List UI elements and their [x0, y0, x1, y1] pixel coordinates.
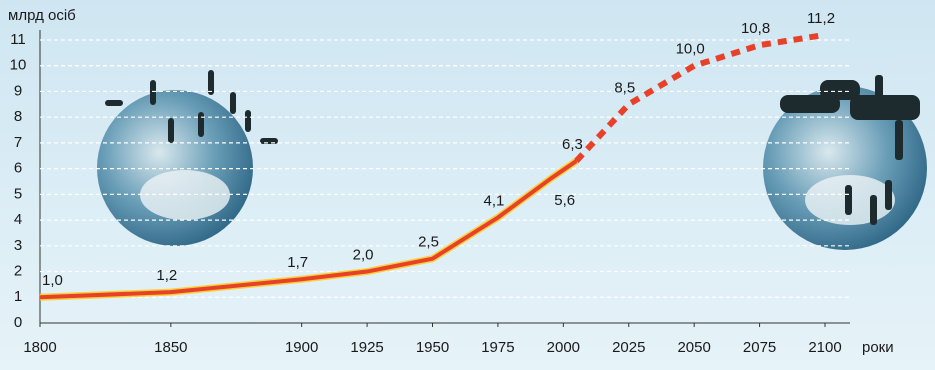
x-tick-label: 2100: [808, 339, 841, 356]
value-label: 2,5: [418, 234, 439, 251]
globe: [97, 90, 253, 246]
x-axis-label: роки: [862, 339, 894, 356]
x-tick-label: 2075: [743, 339, 776, 356]
y-tick-label: 4: [14, 211, 22, 228]
y-tick-label: 11: [10, 31, 26, 48]
y-tick-label: 0: [14, 314, 22, 331]
value-label: 6,3: [562, 136, 583, 153]
x-tick-label: 1900: [285, 339, 318, 356]
figures: [105, 70, 920, 225]
y-tick-label: 1: [14, 288, 22, 305]
y-tick-label: 2: [14, 263, 22, 280]
value-label: 2,0: [353, 247, 374, 264]
value-label: 1,7: [287, 254, 308, 271]
x-tick-label: 1925: [350, 339, 383, 356]
decoration: [97, 70, 927, 250]
cloud: [140, 170, 230, 220]
y-tick-label: 3: [14, 237, 22, 254]
y-tick-label: 10: [10, 57, 27, 74]
value-label: 1,2: [156, 267, 177, 284]
x-tick-label: 2025: [612, 339, 645, 356]
line: [574, 31, 826, 163]
value-label: 1,0: [42, 272, 63, 289]
y-tick-label: 8: [14, 108, 22, 125]
x-tick-label: 2000: [547, 339, 580, 356]
value-label: 8,5: [614, 79, 635, 96]
value-label: 10,0: [676, 41, 705, 58]
x-tick-label: 1975: [481, 339, 514, 356]
y-tick-label: 9: [14, 82, 22, 99]
y-axis-label: млрд осіб: [8, 7, 76, 24]
x-tick-label: 2050: [677, 339, 710, 356]
line: [39, 159, 578, 300]
value-label: 10,8: [741, 20, 770, 37]
y-tick-label: 6: [14, 160, 22, 177]
y-tick-label: 7: [14, 134, 22, 151]
x-tick-label: 1850: [154, 339, 187, 356]
x-tick-label: 1950: [416, 339, 449, 356]
y-tick-label: 5: [14, 185, 22, 202]
value-label: 4,1: [483, 192, 504, 209]
value-label: 5,6: [554, 192, 575, 209]
x-tick-label: 1800: [23, 339, 56, 356]
value-label: 11,2: [807, 10, 835, 27]
